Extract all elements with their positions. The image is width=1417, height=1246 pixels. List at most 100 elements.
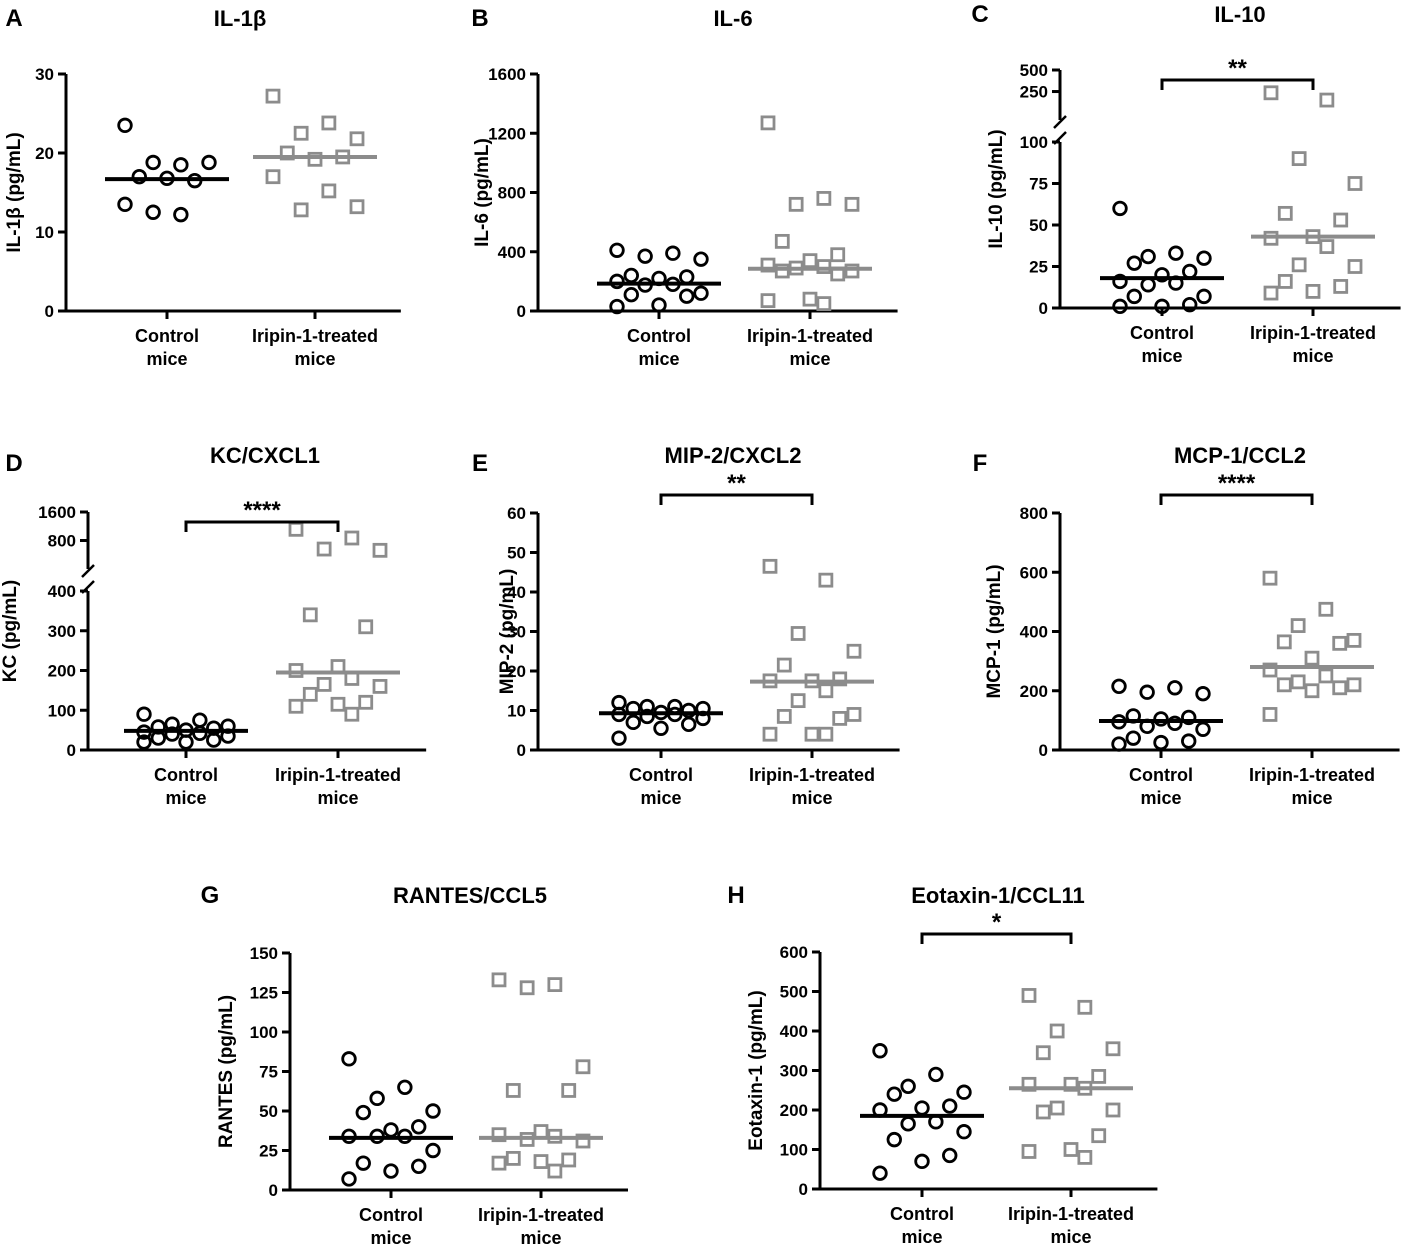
data-point bbox=[914, 1100, 930, 1116]
data-point bbox=[804, 726, 820, 742]
panel-title: KC/CXCL1 bbox=[210, 443, 320, 468]
significance-bracket bbox=[184, 520, 340, 532]
y-tick-label: 0 bbox=[517, 741, 526, 760]
data-point bbox=[651, 297, 667, 313]
x-tick-label: Control bbox=[629, 765, 693, 785]
data-point bbox=[164, 726, 180, 742]
data-point bbox=[760, 257, 776, 273]
data-point bbox=[547, 1163, 563, 1179]
data-point bbox=[1319, 239, 1335, 254]
data-point bbox=[1304, 683, 1320, 699]
data-point bbox=[886, 1131, 902, 1148]
data-point bbox=[265, 88, 281, 104]
data-point bbox=[201, 154, 217, 171]
data-point bbox=[383, 1163, 399, 1179]
y-axis-label: IL-1β (pg/mL) bbox=[4, 132, 25, 252]
data-point bbox=[637, 248, 653, 264]
panel-e: E MIP-2/CXCL2 MIP-2 (pg/mL) 0 10 20 30 40 50 60 Co… bbox=[472, 443, 900, 808]
x-tick-label: Iripin-1-treated bbox=[1249, 765, 1375, 785]
data-point bbox=[344, 706, 360, 722]
y-tick-label: 250 bbox=[1020, 83, 1048, 102]
data-point bbox=[316, 677, 332, 692]
data-point bbox=[265, 169, 281, 185]
data-point bbox=[1077, 999, 1093, 1015]
data-point bbox=[788, 196, 804, 212]
data-point bbox=[519, 980, 535, 996]
data-point bbox=[832, 711, 848, 726]
data-point bbox=[136, 706, 152, 722]
data-point bbox=[928, 1066, 944, 1083]
data-point bbox=[1049, 1023, 1065, 1039]
data-point bbox=[1182, 263, 1198, 280]
data-point bbox=[609, 242, 625, 258]
x-tick-label: mice bbox=[370, 1228, 411, 1246]
data-point bbox=[117, 117, 133, 134]
significance-label: ** bbox=[727, 470, 746, 497]
data-point bbox=[623, 267, 639, 284]
significance-bracket bbox=[920, 932, 1073, 944]
x-tick-label: mice bbox=[317, 788, 358, 808]
y-tick-label: 0 bbox=[269, 1181, 278, 1200]
data-point bbox=[1077, 1150, 1093, 1165]
panel-letter: F bbox=[973, 450, 988, 477]
panel-c: C IL-10 IL-10 (pg/mL) 0 25 50 75 100 250 500 Contr… bbox=[971, 1, 1401, 366]
data-point bbox=[846, 707, 862, 722]
y-axis-label: IL-10 (pg/mL) bbox=[986, 129, 1007, 248]
data-point bbox=[679, 288, 695, 304]
data-point bbox=[1167, 680, 1183, 696]
data-point bbox=[774, 233, 790, 249]
y-tick-label: 150 bbox=[250, 944, 278, 963]
data-point bbox=[762, 558, 778, 574]
data-point bbox=[344, 530, 360, 546]
y-tick-label: 100 bbox=[250, 1023, 278, 1042]
x-tick-label: Control bbox=[359, 1205, 423, 1225]
data-point bbox=[349, 131, 365, 147]
data-point bbox=[844, 263, 860, 279]
data-point bbox=[1181, 733, 1197, 749]
data-point bbox=[561, 1152, 577, 1168]
data-point bbox=[1277, 205, 1293, 221]
data-point bbox=[1167, 715, 1183, 732]
data-point bbox=[1105, 1102, 1121, 1118]
x-tick-label: Control bbox=[1130, 323, 1194, 343]
data-point bbox=[956, 1124, 972, 1140]
data-point bbox=[818, 572, 834, 588]
panel-a: A IL-1β IL-1β (pg/mL) 0 10 20 30 Control mice Iri… bbox=[4, 5, 401, 369]
panel-title: IL-6 bbox=[713, 6, 752, 31]
data-point bbox=[1181, 709, 1197, 726]
data-point bbox=[1318, 601, 1334, 617]
y-tick-label: 30 bbox=[35, 65, 54, 84]
data-point bbox=[307, 151, 323, 167]
data-point bbox=[1332, 680, 1348, 696]
panel-d: D KC/CXCL1 KC (pg/mL) 0 100 200 300 400 800 1600 C… bbox=[0, 443, 427, 808]
y-tick-label: 0 bbox=[799, 1180, 808, 1199]
data-point bbox=[1290, 674, 1306, 690]
data-point bbox=[411, 1158, 427, 1175]
data-point bbox=[1290, 618, 1306, 633]
data-point bbox=[1168, 245, 1184, 261]
data-point bbox=[1105, 1041, 1121, 1057]
data-point bbox=[1154, 267, 1170, 283]
y-tick-label: 0 bbox=[45, 302, 54, 321]
y-tick-label: 800 bbox=[1020, 504, 1048, 523]
data-point bbox=[1063, 1142, 1079, 1157]
data-point bbox=[561, 1083, 577, 1098]
data-point bbox=[131, 168, 147, 185]
y-tick-label: 400 bbox=[498, 243, 526, 262]
data-point bbox=[1333, 279, 1349, 294]
data-point bbox=[1318, 668, 1334, 684]
data-point bbox=[178, 734, 194, 750]
y-tick-label: 800 bbox=[48, 532, 76, 551]
data-point bbox=[776, 657, 792, 673]
data-point bbox=[1139, 684, 1155, 700]
y-tick-label: 60 bbox=[507, 504, 526, 523]
data-point bbox=[1263, 85, 1279, 101]
y-tick-label: 1200 bbox=[488, 124, 526, 143]
data-point bbox=[1111, 678, 1127, 695]
data-point bbox=[293, 202, 309, 218]
data-point bbox=[625, 714, 641, 731]
data-point bbox=[1262, 570, 1278, 586]
y-tick-label: 25 bbox=[259, 1142, 278, 1161]
data-point bbox=[1182, 296, 1198, 313]
x-tick-label: Iripin-1-treated bbox=[275, 765, 401, 785]
